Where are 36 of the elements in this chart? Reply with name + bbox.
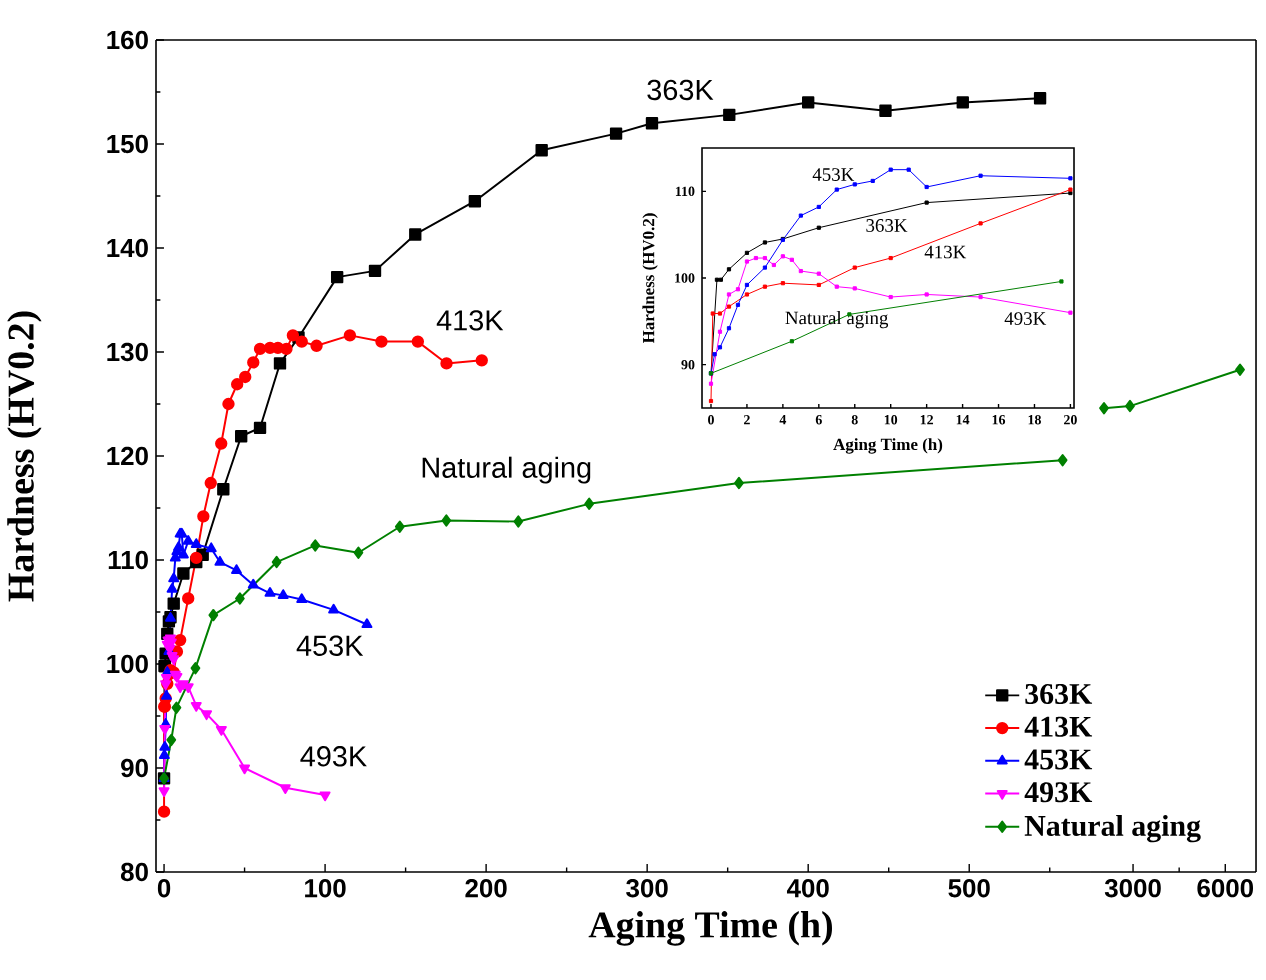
- annotation: 413K: [436, 310, 504, 331]
- x-tick-label: 200: [465, 879, 507, 898]
- y-tick-label: 90: [121, 758, 148, 778]
- y-axis-title: Hardness (HV0.2): [642, 213, 658, 344]
- annotation: Natural aging: [422, 456, 591, 484]
- y-tick-label: 100: [107, 654, 148, 674]
- legend-label: 413K: [1024, 716, 1093, 737]
- x-tick-label: 6000: [1197, 879, 1254, 898]
- y-tick-label: 140: [107, 238, 148, 258]
- annotation: 413K: [924, 245, 967, 259]
- y-tick-label: 130: [107, 342, 148, 362]
- annotation: 493K: [1004, 312, 1047, 325]
- x-tick-label: 300: [626, 879, 668, 898]
- x-axis-title: Aging Time (h): [833, 438, 943, 454]
- annotation: 493K: [300, 746, 367, 767]
- y-tick-label: 150: [107, 134, 148, 154]
- legend-label: 363K: [1025, 683, 1093, 705]
- legend-label: 493K: [1024, 782, 1093, 803]
- y-tick-label: 160: [107, 30, 148, 50]
- x-tick-label: 400: [786, 879, 829, 898]
- x-tick-label: 0: [157, 879, 171, 898]
- annotation: Natural aging: [785, 310, 889, 329]
- y-axis-title: Hardness (HV0.2): [7, 311, 42, 602]
- y-tick-label: 80: [120, 862, 148, 882]
- legend-label: Natural aging: [1024, 814, 1201, 843]
- y-tick-label: 110: [108, 550, 148, 570]
- x-tick-label: 100: [305, 879, 346, 898]
- x-axis-title: Aging Time (h): [588, 911, 832, 946]
- x-tick-label: 500: [948, 879, 990, 898]
- annotation: 363K: [647, 79, 714, 101]
- annotation: 453K: [812, 168, 855, 181]
- legend-label: 453K: [1024, 749, 1093, 770]
- y-tick-label: 120: [107, 446, 148, 466]
- annotation: 363K: [866, 219, 908, 232]
- annotation: 453K: [296, 635, 364, 656]
- x-tick-label: 3000: [1104, 879, 1161, 898]
